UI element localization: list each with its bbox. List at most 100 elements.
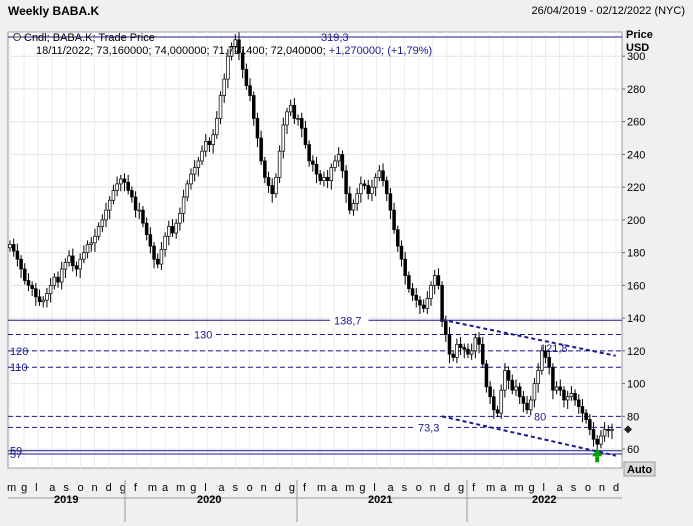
candle-body bbox=[63, 262, 68, 270]
candle-body bbox=[85, 244, 90, 253]
buy-arrow-icon bbox=[592, 448, 603, 457]
candle-body bbox=[514, 386, 518, 391]
candle-body bbox=[362, 183, 367, 186]
hline-label: 73,3 bbox=[418, 422, 439, 434]
candle-body bbox=[277, 150, 282, 178]
legend: Cndl; BABA.K; Trade Price 18/11/2022; 73… bbox=[13, 32, 432, 57]
candle-body bbox=[122, 178, 127, 183]
hline-label: 57 bbox=[10, 449, 22, 461]
candle-body bbox=[203, 140, 208, 152]
hline-label: 59 bbox=[10, 446, 22, 458]
month-tick-label: f bbox=[303, 482, 307, 494]
trendline bbox=[441, 415, 616, 457]
candle-body bbox=[307, 144, 311, 162]
auto-button-label[interactable]: Auto bbox=[627, 464, 652, 476]
candle-body bbox=[543, 350, 548, 358]
candle-body bbox=[229, 46, 234, 57]
high-marker-label: 319,3 bbox=[321, 32, 349, 44]
candle-body bbox=[377, 170, 382, 178]
y-tick-label: 220 bbox=[627, 182, 645, 194]
candle-body bbox=[551, 366, 555, 391]
trendlines bbox=[441, 318, 632, 463]
auto-button[interactable]: Auto bbox=[623, 461, 656, 477]
price-axis: 60 80 100 120 140 160 180 200 220 240 260 280 300 bbox=[622, 51, 645, 456]
price-axis-title: Price bbox=[626, 29, 653, 41]
candle-body bbox=[185, 183, 190, 198]
candle-body bbox=[189, 173, 193, 185]
month-tick-label: d bbox=[275, 482, 281, 494]
candle-body bbox=[329, 167, 334, 181]
candle-body bbox=[591, 429, 596, 440]
candle-body bbox=[577, 399, 581, 407]
hline-label-bg bbox=[530, 410, 549, 423]
candle-body bbox=[226, 55, 230, 80]
month-tick-label: o bbox=[585, 482, 591, 494]
y-tick-label: 160 bbox=[627, 280, 645, 292]
candle-body bbox=[340, 154, 345, 172]
candle-body bbox=[26, 280, 31, 286]
hline-label: 130 bbox=[194, 329, 212, 341]
month-tick-label: d bbox=[106, 482, 112, 494]
candle-body bbox=[569, 393, 574, 398]
candle-body bbox=[588, 419, 592, 430]
candle-body bbox=[521, 396, 526, 404]
month-tick-label: a bbox=[388, 482, 395, 494]
candle-body bbox=[540, 350, 544, 371]
candle-body bbox=[163, 235, 167, 250]
year-label: 2021 bbox=[368, 494, 392, 506]
candle-body bbox=[67, 255, 71, 263]
candle-body bbox=[392, 209, 396, 231]
candle-body bbox=[469, 350, 474, 355]
month-tick-label: g bbox=[120, 482, 126, 494]
candle-body bbox=[495, 409, 500, 414]
candle-body bbox=[558, 386, 563, 391]
trendline bbox=[441, 318, 616, 357]
legend-series: Cndl; BABA.K; Trade Price bbox=[24, 32, 155, 44]
candle-body bbox=[222, 78, 226, 96]
candle-body bbox=[532, 383, 537, 401]
auto-button-box[interactable] bbox=[623, 461, 656, 477]
month-tick-label: n bbox=[430, 482, 436, 494]
y-tick-label: 280 bbox=[627, 84, 645, 96]
month-tick-label: m bbox=[317, 482, 326, 494]
candle-body bbox=[381, 170, 385, 181]
candle-body bbox=[255, 118, 260, 139]
candle-body bbox=[71, 255, 75, 267]
candle-body bbox=[144, 222, 149, 235]
hline-label: 138,7 bbox=[334, 315, 362, 327]
y-tick-label: 300 bbox=[627, 51, 645, 63]
candle-body bbox=[89, 242, 94, 245]
month-tick-label: g bbox=[528, 482, 534, 494]
last-price-marker bbox=[624, 425, 632, 434]
candle-body bbox=[45, 293, 49, 301]
month-tick-label: o bbox=[247, 482, 253, 494]
year-label: 2022 bbox=[532, 494, 556, 506]
month-tick-label: s bbox=[402, 482, 408, 494]
month-tick-label: f bbox=[472, 482, 476, 494]
month-tick-label: n bbox=[261, 482, 267, 494]
candle-body bbox=[137, 209, 142, 212]
candle-body bbox=[580, 406, 585, 414]
candle-body bbox=[96, 226, 101, 237]
candle-body bbox=[477, 337, 481, 345]
month-tick-label: d bbox=[444, 482, 450, 494]
candle-body bbox=[348, 193, 352, 211]
candle-body bbox=[167, 226, 171, 237]
currency-label: USD bbox=[626, 42, 649, 54]
candle-body bbox=[48, 285, 53, 294]
candle-body bbox=[573, 393, 577, 401]
title-bar: Weekly BABA.K 26/04/2019 - 02/12/2022 (N… bbox=[0, 0, 693, 25]
hline-label: 80 bbox=[534, 411, 546, 423]
candle-body bbox=[270, 185, 274, 195]
candle-body bbox=[296, 118, 300, 120]
candles bbox=[8, 32, 614, 454]
y-tick-label: 140 bbox=[627, 313, 645, 325]
candle-body bbox=[126, 181, 130, 191]
candle-body bbox=[274, 176, 278, 195]
candle-body bbox=[517, 386, 522, 398]
candle-body bbox=[41, 299, 45, 303]
candle-body bbox=[159, 249, 164, 265]
